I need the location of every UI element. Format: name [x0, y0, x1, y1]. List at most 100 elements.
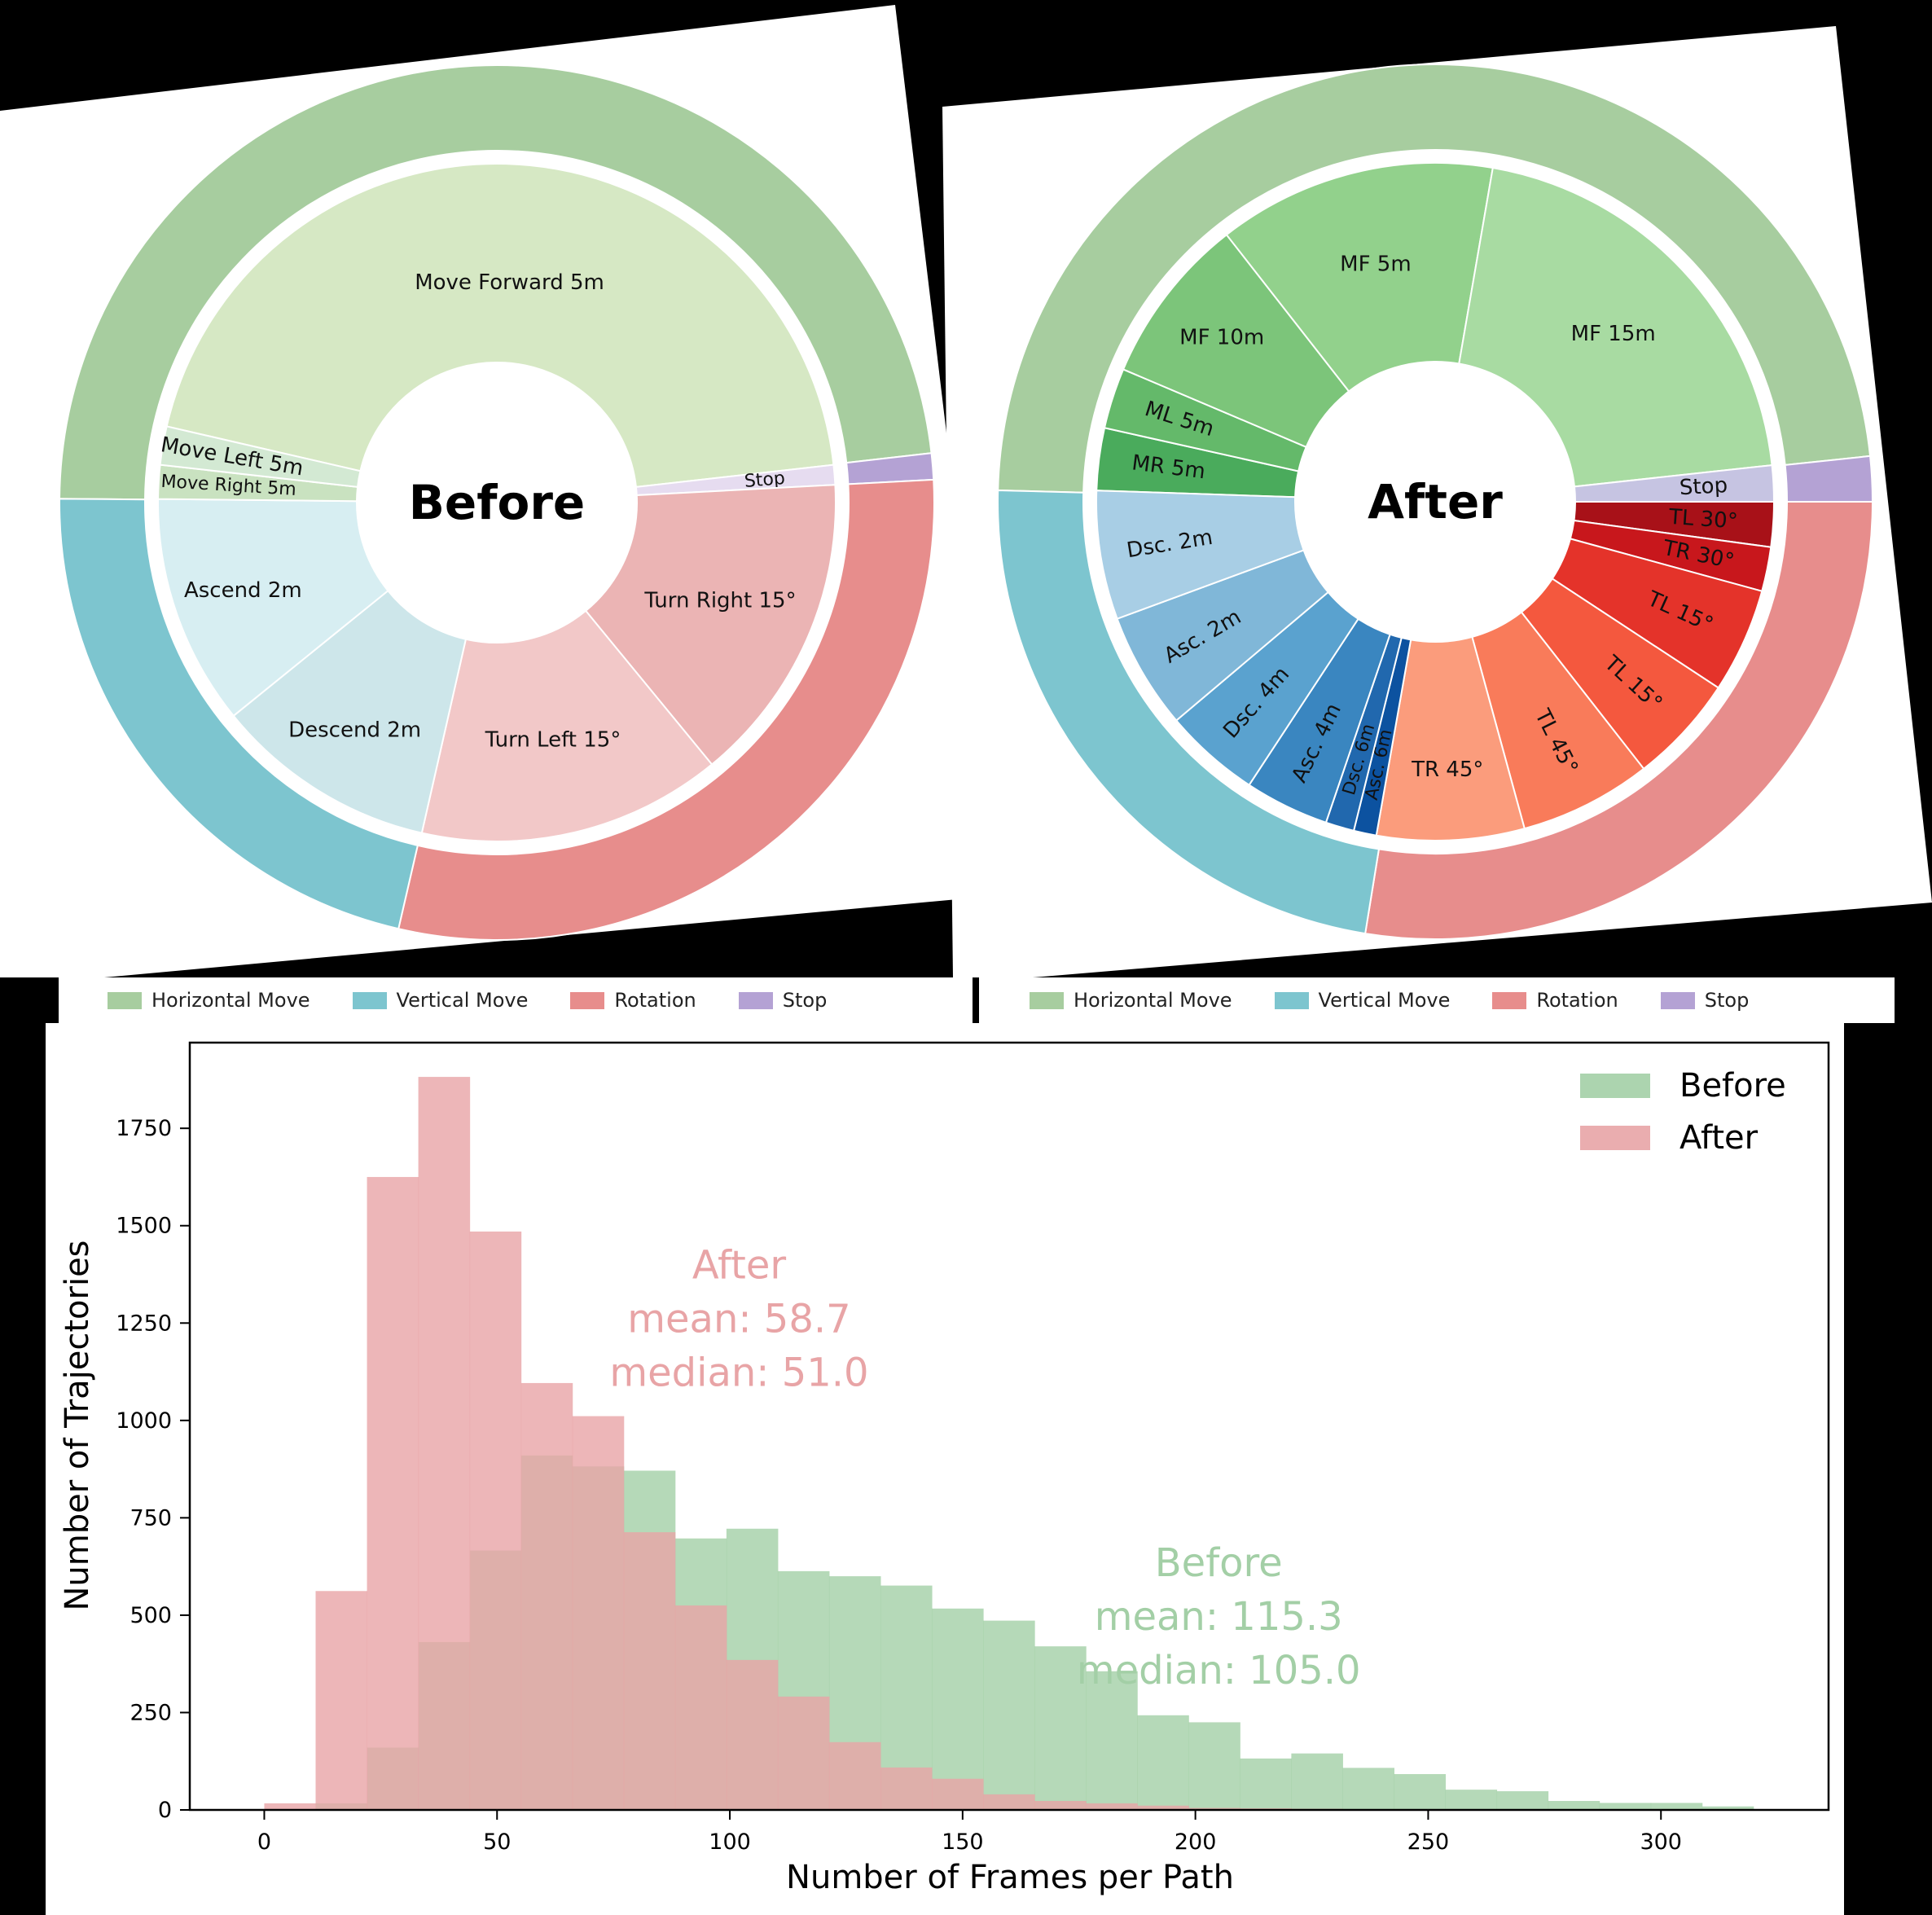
histogram-bar: [983, 1620, 1035, 1810]
slice-label: Ascend 2m: [184, 578, 302, 603]
x-axis-label: Number of Frames per Path: [786, 1859, 1234, 1896]
y-tick-label: 500: [130, 1603, 172, 1628]
slice-label: MF 5m: [1340, 253, 1412, 277]
stats-annotation-after: median: 51.0: [609, 1350, 868, 1395]
swatch-stop: [1660, 991, 1695, 1009]
y-tick-label: 1500: [116, 1214, 172, 1239]
slice-label: TR 45°: [1411, 758, 1483, 782]
slice-label: Turn Right 15°: [643, 589, 796, 613]
swatch-rotation: [1492, 991, 1527, 1009]
histogram-bar: [367, 1176, 419, 1810]
histogram-bar: [1137, 1715, 1189, 1810]
legend-item-rotation: Rotation: [1492, 989, 1618, 1012]
histogram-bar: [1701, 1806, 1754, 1810]
histogram-legend: Before After: [1580, 1067, 1786, 1157]
slice-label: TL 30°: [1667, 505, 1739, 534]
histogram-bar: [674, 1605, 727, 1810]
histogram-annotations: Before mean: 115.3 median: 105.0 After mean:…: [609, 1242, 1360, 1693]
swatch-vertical: [352, 991, 387, 1009]
histogram-bar: [1291, 1753, 1343, 1810]
legend-swatch-before: [1580, 1074, 1650, 1098]
histogram-bar: [1445, 1790, 1498, 1810]
slice-label: MF 15m: [1571, 322, 1656, 346]
histogram-bar: [1240, 1758, 1292, 1810]
histogram-bar: [418, 1077, 471, 1810]
y-tick-label: 0: [158, 1798, 172, 1823]
legend-label-after: After: [1680, 1119, 1759, 1157]
histogram-bar: [983, 1794, 1035, 1810]
histogram-bar: [264, 1803, 317, 1810]
swatch-vertical: [1274, 991, 1309, 1009]
swatch-stop: [738, 991, 773, 1009]
slice-label: Descend 2m: [288, 718, 421, 743]
swatch-horizontal: [108, 991, 142, 1009]
legend-swatch-after: [1580, 1126, 1650, 1150]
histogram-bar: [777, 1696, 830, 1810]
histogram-bar: [572, 1416, 625, 1810]
histogram-bar: [469, 1231, 522, 1810]
legend-divider: [973, 977, 979, 1023]
slice-label: Stop: [1679, 473, 1728, 500]
histogram-bar: [623, 1532, 676, 1810]
stats-annotation-before: Before: [1155, 1540, 1283, 1586]
legend-item-stop: Stop: [738, 989, 827, 1012]
histogram-bar: [1188, 1722, 1240, 1810]
y-tick-label: 750: [130, 1505, 172, 1531]
y-tick-label: 1000: [116, 1408, 172, 1434]
slice-label: MF 10m: [1179, 326, 1264, 350]
histogram-bar: [1342, 1768, 1394, 1810]
slice-label: Turn Left 15°: [485, 727, 621, 752]
y-tick-label: 1250: [116, 1311, 172, 1336]
legend-item-horizontal: Horizontal Move: [108, 989, 310, 1012]
outer-slice-vertical-move: [59, 498, 419, 930]
y-tick-label: 1750: [116, 1116, 172, 1141]
stats-annotation-after: After: [692, 1242, 787, 1288]
histogram-bar: [932, 1608, 984, 1810]
histogram-bar: [1034, 1646, 1087, 1810]
x-tick-label: 0: [257, 1829, 271, 1855]
histogram-axes: 0 50 100 150 200 250 300 0 250 500 750 1000 1250 1500…: [116, 1041, 1830, 1855]
histogram-bar: [1394, 1774, 1447, 1810]
stats-annotation-before: median: 105.0: [1077, 1648, 1361, 1693]
legend-item-rotation: Rotation: [570, 989, 696, 1012]
stats-annotation-before: mean: 115.3: [1095, 1594, 1343, 1640]
swatch-rotation: [570, 991, 605, 1009]
histogram-bar: [880, 1767, 933, 1810]
legend-before: Horizontal Move Vertical Move Rotation S…: [59, 977, 976, 1023]
legend-after: Horizontal Move Vertical Move Rotation S…: [979, 977, 1895, 1023]
x-tick-label: 50: [483, 1829, 511, 1855]
x-tick-label: 200: [1175, 1829, 1217, 1855]
histogram-bar: [1599, 1803, 1652, 1810]
stats-annotation-after: mean: 58.7: [627, 1296, 850, 1342]
histogram-bar: [520, 1382, 573, 1810]
slice-label: Move Forward 5m: [415, 270, 604, 295]
swatch-horizontal: [1030, 991, 1064, 1009]
x-tick-label: 300: [1640, 1829, 1682, 1855]
x-tick-label: 250: [1407, 1829, 1450, 1855]
x-tick-label: 150: [942, 1829, 984, 1855]
legend-item-vertical: Vertical Move: [352, 989, 528, 1012]
histogram-bar: [1034, 1801, 1087, 1810]
legend-item-stop: Stop: [1660, 989, 1749, 1012]
histogram-bar: [828, 1742, 881, 1810]
legend-label-before: Before: [1680, 1067, 1786, 1105]
inner-slice-move-forward-5m: [165, 162, 835, 488]
histogram-bar: [315, 1591, 368, 1810]
donut-center-label: After: [1368, 474, 1503, 529]
histogram-bar: [1548, 1801, 1600, 1810]
x-tick-label: 100: [709, 1829, 751, 1855]
legend-item-vertical: Vertical Move: [1274, 989, 1450, 1012]
legend-item-horizontal: Horizontal Move: [1030, 989, 1232, 1012]
y-axis-label: Number of Trajectories: [59, 1240, 96, 1610]
histogram-bar: [1086, 1803, 1138, 1810]
histogram-bar: [1650, 1803, 1703, 1810]
histogram-bar: [1496, 1791, 1549, 1810]
y-tick-label: 250: [130, 1700, 172, 1725]
histogram-bars: [264, 1077, 1754, 1810]
series-after: [264, 1077, 1343, 1810]
histogram-bar: [726, 1659, 779, 1810]
